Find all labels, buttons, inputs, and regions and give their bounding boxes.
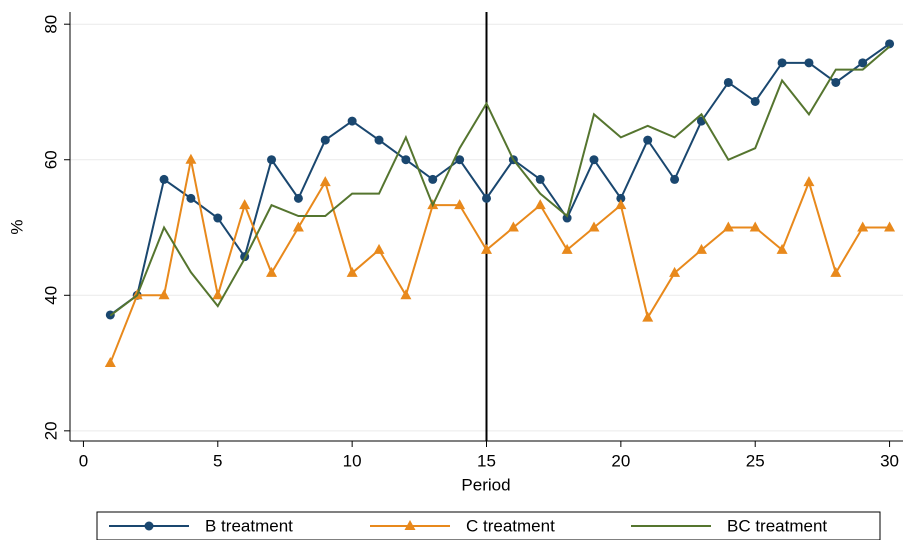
point <box>104 357 116 368</box>
point <box>373 243 385 254</box>
x-tick-label: 25 <box>746 451 765 470</box>
point <box>643 135 653 145</box>
y-tick-label: 60 <box>41 150 60 169</box>
y-tick-label: 80 <box>41 15 60 34</box>
point <box>186 193 196 203</box>
legend-marker <box>144 521 154 531</box>
point <box>482 193 491 203</box>
legend-label: C treatment <box>466 516 555 535</box>
legend-label: B treatment <box>205 516 293 535</box>
point <box>347 116 357 126</box>
series-line <box>109 43 891 316</box>
point <box>830 266 842 277</box>
x-tick-label: 10 <box>343 451 362 470</box>
y-tick-label: 40 <box>41 286 60 305</box>
point <box>293 193 303 203</box>
point <box>669 266 681 277</box>
point <box>615 199 627 210</box>
point <box>750 96 760 106</box>
point <box>562 213 572 223</box>
point <box>213 213 223 223</box>
point <box>428 174 438 184</box>
point <box>777 58 787 68</box>
point <box>884 221 896 232</box>
point <box>589 155 599 165</box>
point <box>804 58 814 68</box>
y-axis-label: % <box>7 219 26 234</box>
point <box>588 221 600 232</box>
point <box>185 153 197 164</box>
x-tick-label: 30 <box>880 451 899 470</box>
point <box>831 77 841 87</box>
point <box>858 58 868 68</box>
point <box>319 176 331 187</box>
point <box>400 289 412 300</box>
point <box>723 77 733 87</box>
point <box>670 174 680 184</box>
point <box>292 221 304 232</box>
series-line <box>109 159 890 364</box>
point <box>561 243 573 254</box>
point <box>212 289 224 300</box>
point <box>616 193 626 203</box>
series-line <box>109 45 891 317</box>
point <box>266 266 278 277</box>
point <box>401 155 411 165</box>
legend-box <box>96 511 881 540</box>
point <box>885 39 895 49</box>
point <box>374 135 384 145</box>
point <box>642 311 654 322</box>
point <box>454 199 466 210</box>
point <box>481 243 492 254</box>
point <box>267 155 277 165</box>
point <box>346 266 358 277</box>
point <box>320 135 330 145</box>
y-tick-label: 20 <box>41 421 60 440</box>
point <box>695 243 707 254</box>
point <box>803 176 815 187</box>
point <box>749 221 761 232</box>
point <box>455 155 465 165</box>
legend-marker <box>404 520 416 530</box>
point <box>722 221 734 232</box>
point <box>776 243 788 254</box>
point <box>857 221 869 232</box>
point <box>534 199 546 210</box>
x-tick-label: 0 <box>79 451 88 470</box>
point <box>239 199 251 210</box>
x-tick-label: 5 <box>213 451 222 470</box>
x-tick-label: 15 <box>477 451 496 470</box>
x-tick-label: 20 <box>611 451 630 470</box>
legend-label: BC treatment <box>727 516 827 535</box>
point <box>507 221 519 232</box>
point <box>159 174 169 184</box>
point <box>535 174 545 184</box>
x-axis-label: Period <box>461 475 510 494</box>
point <box>158 289 170 300</box>
